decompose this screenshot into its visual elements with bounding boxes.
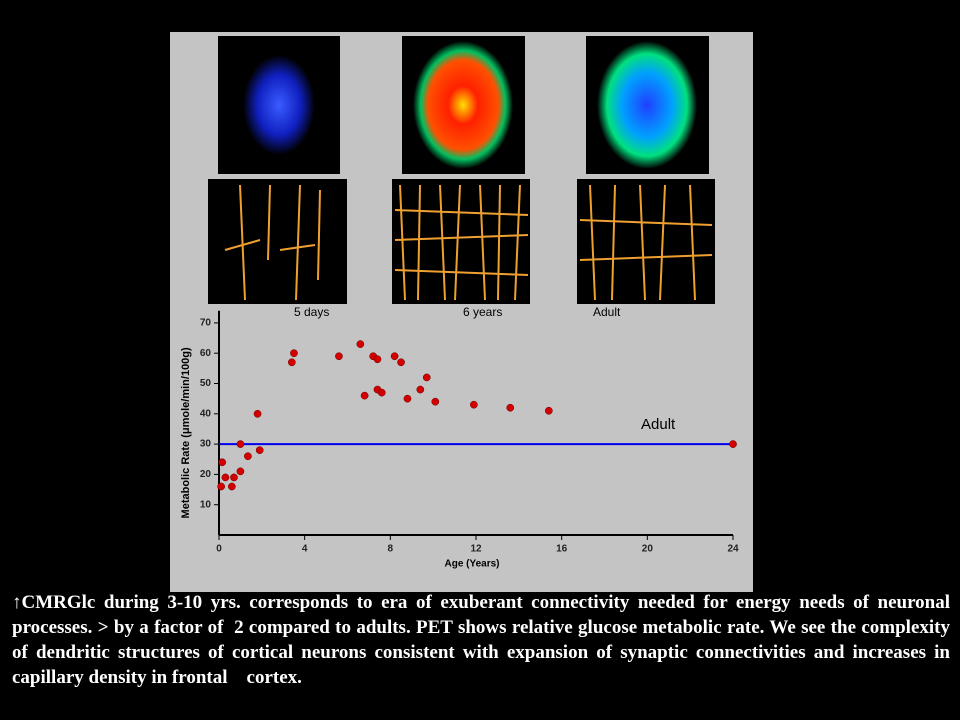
point xyxy=(236,467,245,476)
point xyxy=(397,358,405,367)
point xyxy=(431,397,440,406)
point xyxy=(377,388,386,397)
point xyxy=(221,473,230,482)
point xyxy=(335,352,343,361)
y-tick-label: 60 xyxy=(200,348,212,359)
point xyxy=(218,458,227,467)
y-tick-label: 40 xyxy=(200,408,212,419)
reference-label: Adult xyxy=(641,416,676,433)
point xyxy=(422,373,431,382)
point xyxy=(360,391,369,400)
point xyxy=(290,349,298,358)
x-tick-label: 20 xyxy=(642,544,654,555)
point xyxy=(255,446,264,455)
point xyxy=(544,406,553,415)
point xyxy=(253,409,262,418)
figure: 5 days 6 years Adult 10 20 30 40 50 60 70 0 4 8 12 16 2… xyxy=(170,32,753,592)
point xyxy=(416,385,425,394)
point xyxy=(230,473,238,482)
point xyxy=(356,340,365,348)
y-axis-label: Metabolic Rate (μmole/min/100g) xyxy=(180,347,192,518)
x-axis-label: Age (Years) xyxy=(444,559,499,570)
x-tick-label: 8 xyxy=(388,544,394,555)
point xyxy=(506,403,515,412)
point xyxy=(729,440,737,448)
x-tick-label: 0 xyxy=(216,544,222,555)
point xyxy=(373,355,382,364)
y-tick-label: 70 xyxy=(200,318,212,329)
point xyxy=(228,482,236,491)
point xyxy=(236,440,245,448)
y-tick-label: 20 xyxy=(200,469,212,480)
y-tick-label: 30 xyxy=(200,439,212,450)
point xyxy=(403,394,412,403)
x-tick-label: 24 xyxy=(727,544,739,555)
y-tick-label: 10 xyxy=(200,499,212,510)
caption: ↑CMRGlc during 3-10 yrs. corresponds to … xyxy=(12,592,950,688)
x-tick-label: 12 xyxy=(470,544,482,555)
x-tick-label: 4 xyxy=(302,544,308,555)
y-tick-label: 50 xyxy=(200,378,212,389)
panel-label: 6 years xyxy=(463,305,502,319)
panel-label: 5 days xyxy=(294,305,329,319)
pet-images xyxy=(218,36,709,174)
panel-label: Adult xyxy=(593,305,621,319)
point xyxy=(217,482,225,491)
point xyxy=(244,452,252,461)
point xyxy=(470,400,478,409)
point xyxy=(390,352,399,361)
x-tick-label: 16 xyxy=(556,544,568,555)
point xyxy=(287,358,296,367)
neuron-images xyxy=(208,179,715,304)
